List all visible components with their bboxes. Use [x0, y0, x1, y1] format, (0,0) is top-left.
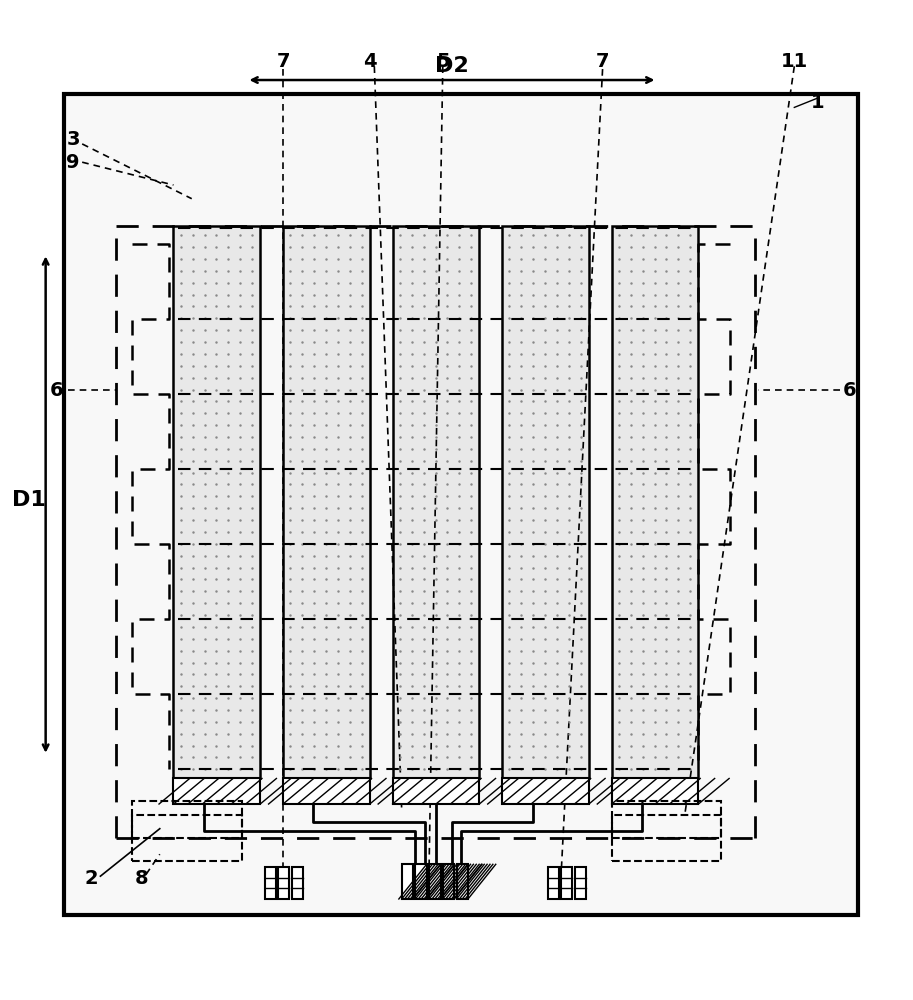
FancyBboxPatch shape — [561, 867, 572, 899]
FancyBboxPatch shape — [64, 94, 858, 915]
FancyBboxPatch shape — [173, 778, 260, 804]
Text: 7: 7 — [277, 52, 289, 71]
FancyBboxPatch shape — [502, 778, 589, 804]
FancyBboxPatch shape — [548, 867, 559, 899]
FancyBboxPatch shape — [456, 864, 468, 899]
FancyBboxPatch shape — [612, 226, 698, 778]
FancyBboxPatch shape — [393, 226, 479, 778]
FancyBboxPatch shape — [283, 778, 370, 804]
Text: D1: D1 — [12, 490, 47, 510]
Text: 1: 1 — [811, 93, 824, 112]
Text: D2: D2 — [436, 56, 468, 76]
FancyBboxPatch shape — [393, 778, 479, 804]
FancyBboxPatch shape — [443, 864, 455, 899]
FancyBboxPatch shape — [292, 867, 303, 899]
Text: 2: 2 — [85, 869, 98, 888]
FancyBboxPatch shape — [502, 226, 589, 778]
FancyBboxPatch shape — [278, 867, 289, 899]
Text: 9: 9 — [67, 153, 79, 172]
Text: 6: 6 — [50, 381, 63, 400]
FancyBboxPatch shape — [415, 864, 427, 899]
Text: 4: 4 — [363, 52, 376, 71]
Text: 5: 5 — [436, 52, 449, 71]
FancyBboxPatch shape — [283, 226, 370, 778]
FancyBboxPatch shape — [265, 867, 276, 899]
Text: 11: 11 — [781, 52, 808, 71]
FancyBboxPatch shape — [402, 864, 414, 899]
Text: 8: 8 — [135, 869, 148, 888]
Text: 6: 6 — [843, 381, 855, 400]
Text: 3: 3 — [67, 130, 79, 149]
FancyBboxPatch shape — [173, 226, 260, 778]
FancyBboxPatch shape — [429, 864, 441, 899]
Text: 7: 7 — [596, 52, 609, 71]
FancyBboxPatch shape — [575, 867, 586, 899]
FancyBboxPatch shape — [612, 778, 698, 804]
